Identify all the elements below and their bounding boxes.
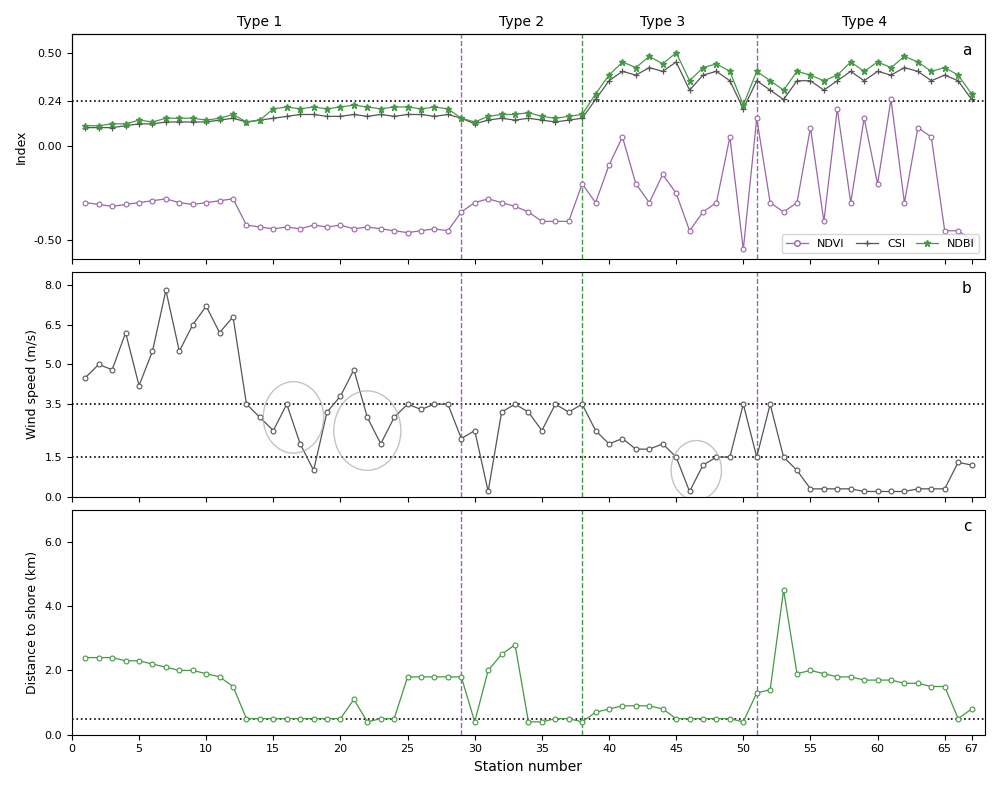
Y-axis label: Distance to shore (km): Distance to shore (km) bbox=[26, 551, 39, 694]
Legend: NDVI, CSI, NDBI: NDVI, CSI, NDBI bbox=[782, 234, 979, 253]
Text: a: a bbox=[962, 43, 971, 58]
Y-axis label: Index: Index bbox=[15, 129, 28, 163]
Y-axis label: Wind speed (m/s): Wind speed (m/s) bbox=[26, 329, 39, 439]
X-axis label: Station number: Station number bbox=[474, 760, 582, 774]
Text: c: c bbox=[963, 518, 971, 533]
Text: b: b bbox=[962, 281, 971, 296]
